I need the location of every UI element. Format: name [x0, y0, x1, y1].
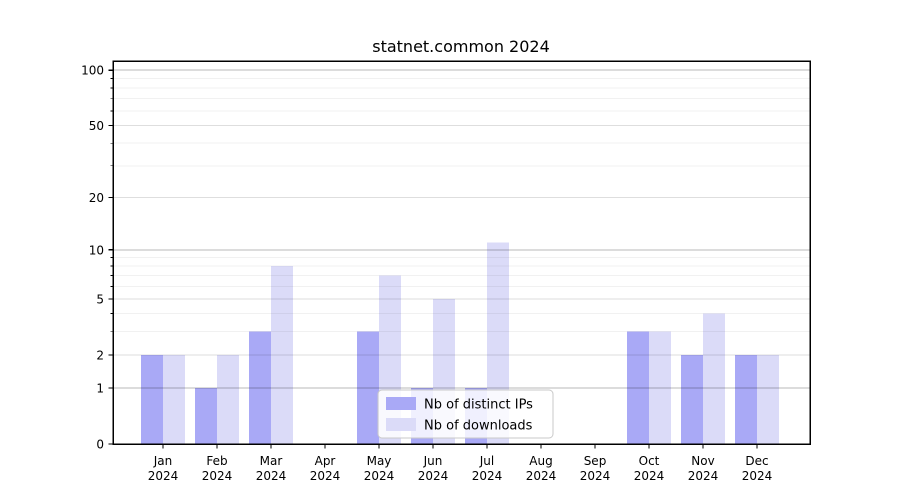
bar-distinct-ips-Oct — [627, 331, 649, 444]
grid-layer — [113, 69, 810, 389]
x-tick-label-month: Jan — [153, 454, 173, 468]
legend-label: Nb of downloads — [424, 419, 533, 434]
y-tick-label: 0 — [96, 438, 104, 452]
x-tick-label-year: 2024 — [688, 469, 719, 483]
chart-title: statnet.common 2024 — [372, 37, 550, 56]
x-tick-label-month: Oct — [639, 454, 660, 468]
legend-box — [377, 389, 554, 439]
y-tick-label: 50 — [89, 119, 104, 133]
legend-swatch-distinct-ips — [386, 397, 416, 410]
y-tick-label: 1 — [96, 381, 104, 395]
y-tick-label: 20 — [89, 191, 104, 205]
bar-distinct-ips-Dec — [735, 355, 757, 444]
legend-label: Nb of distinct IPs — [424, 398, 533, 413]
x-tick-label-year: 2024 — [742, 469, 773, 483]
x-tick-label-year: 2024 — [364, 469, 395, 483]
x-axis-ticks-and-labels: Jan2024Feb2024Mar2024Apr2024May2024Jun20… — [148, 444, 773, 483]
x-tick-label-month: Sep — [584, 454, 607, 468]
x-tick-label-year: 2024 — [256, 469, 287, 483]
x-tick-label-year: 2024 — [310, 469, 341, 483]
x-tick-label-year: 2024 — [472, 469, 503, 483]
x-tick-label-month: Apr — [315, 454, 336, 468]
bar-downloads-Oct — [649, 331, 671, 444]
bar-distinct-ips-May — [357, 331, 379, 444]
x-tick-label-year: 2024 — [634, 469, 665, 483]
bar-downloads-Jan — [163, 355, 185, 444]
bar-distinct-ips-Feb — [195, 387, 217, 444]
x-tick-label-year: 2024 — [580, 469, 611, 483]
y-tick-label: 5 — [96, 292, 104, 306]
x-tick-label-month: May — [367, 454, 392, 468]
y-tick-label: 2 — [96, 349, 104, 363]
bar-distinct-ips-Jan — [141, 355, 163, 444]
bar-downloads-Nov — [703, 313, 725, 444]
legend: Nb of distinct IPs Nb of downloads — [377, 389, 554, 439]
x-tick-label-month: Mar — [260, 454, 283, 468]
axes-frame — [112, 60, 811, 445]
x-tick-label-month: Feb — [206, 454, 227, 468]
x-tick-label-year: 2024 — [202, 469, 233, 483]
bar-downloads-Mar — [271, 266, 293, 444]
x-tick-label-month: Jul — [479, 454, 494, 468]
x-tick-label-month: Jun — [423, 454, 443, 468]
y-tick-label: 100 — [81, 64, 104, 78]
x-tick-label-month: Dec — [745, 454, 768, 468]
legend-swatch-downloads — [386, 418, 416, 431]
bar-distinct-ips-Nov — [681, 355, 703, 444]
plot-frame — [112, 60, 811, 445]
bar-downloads-Feb — [217, 355, 239, 444]
y-axis-ticks-and-labels: 0 1 2 5 10 20 50 100 — [81, 64, 113, 452]
x-tick-label-year: 2024 — [526, 469, 557, 483]
bar-downloads-Dec — [757, 355, 779, 444]
x-tick-label-year: 2024 — [148, 469, 179, 483]
y-tick-label: 10 — [89, 243, 104, 257]
x-tick-label-year: 2024 — [418, 469, 449, 483]
bar-distinct-ips-Mar — [249, 331, 271, 444]
x-tick-label-month: Nov — [691, 454, 714, 468]
x-tick-label-month: Aug — [529, 454, 552, 468]
